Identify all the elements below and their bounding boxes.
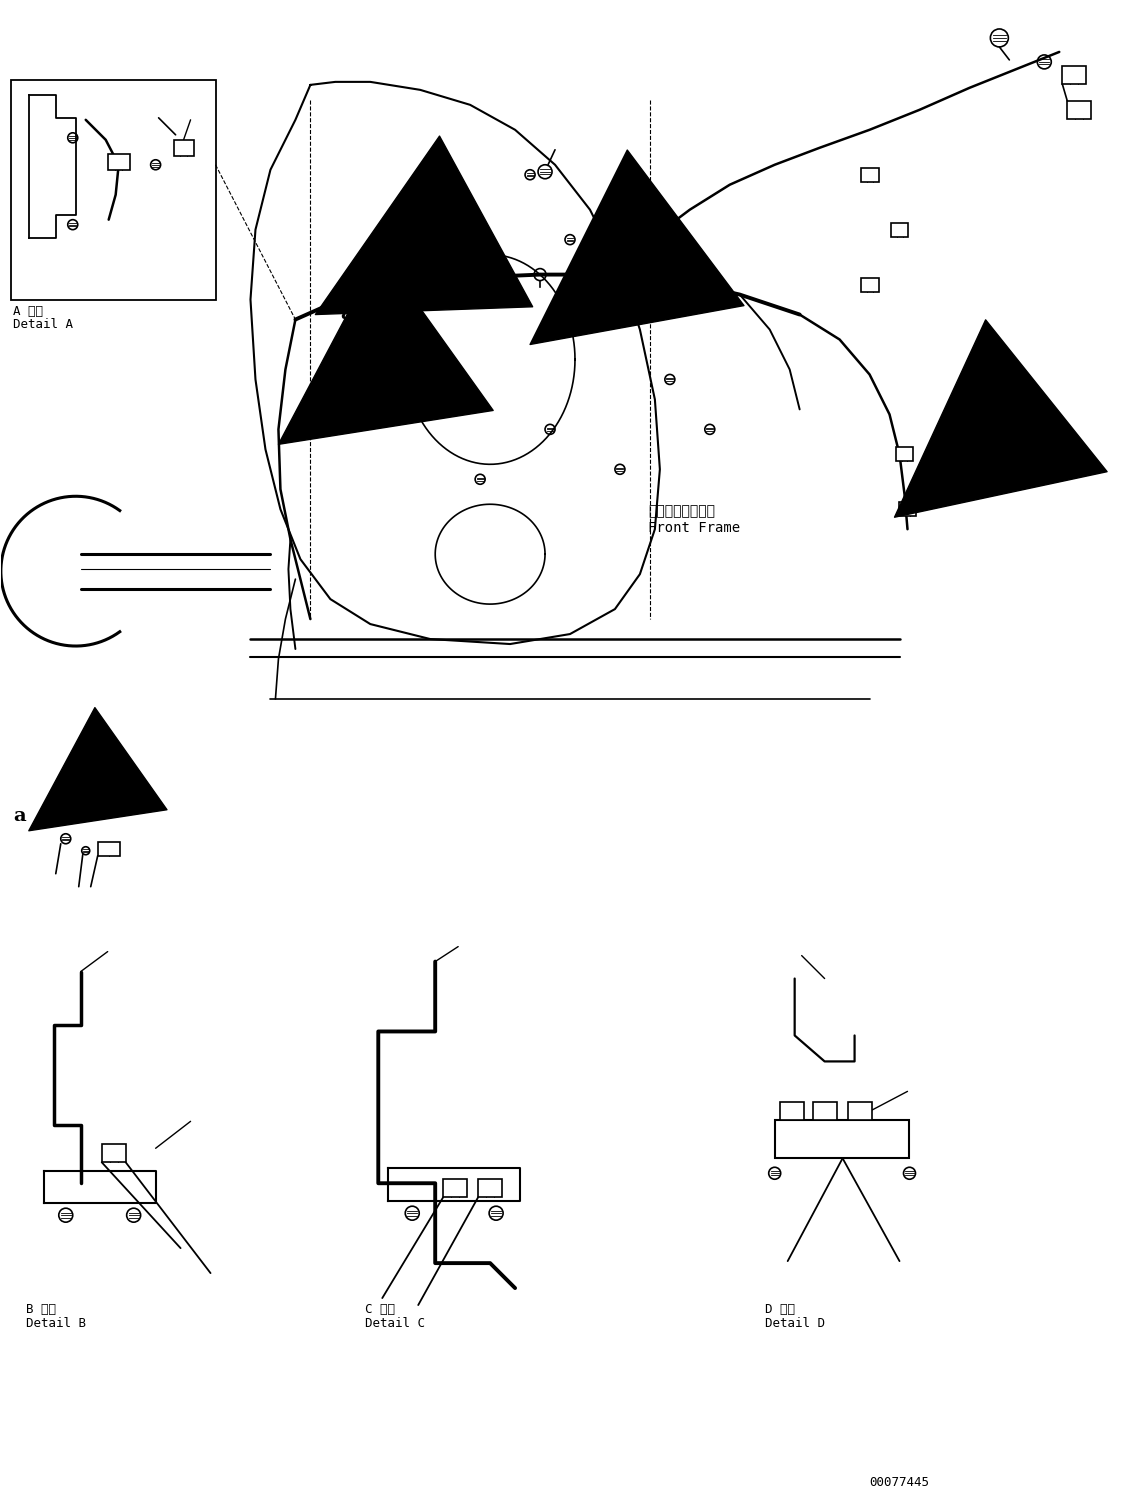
Text: Detail A: Detail A xyxy=(13,318,73,331)
Bar xyxy=(890,222,909,237)
Text: 00077445: 00077445 xyxy=(870,1476,929,1489)
Bar xyxy=(1068,101,1092,119)
Bar xyxy=(861,278,879,291)
Text: Detail D: Detail D xyxy=(765,1317,825,1329)
Text: B 詳細: B 詳細 xyxy=(26,1303,56,1316)
Bar xyxy=(107,154,129,170)
Text: フロントフレーム: フロントフレーム xyxy=(648,504,714,518)
Bar xyxy=(780,1103,804,1120)
Bar xyxy=(174,140,193,155)
Bar xyxy=(1062,66,1086,84)
Bar xyxy=(10,81,216,300)
Text: Front Frame: Front Frame xyxy=(648,521,740,536)
Bar xyxy=(861,167,879,182)
Text: A: A xyxy=(381,272,400,295)
Text: D: D xyxy=(940,479,961,503)
Bar xyxy=(775,1120,910,1158)
Bar xyxy=(898,503,917,516)
Text: C 詳細: C 詳細 xyxy=(366,1303,395,1316)
Text: A 詳細: A 詳細 xyxy=(13,304,42,318)
Text: a: a xyxy=(13,807,25,825)
Bar xyxy=(895,448,913,461)
Bar xyxy=(102,1144,126,1162)
Text: Detail B: Detail B xyxy=(26,1317,86,1329)
Bar xyxy=(97,841,120,856)
Text: a: a xyxy=(341,304,352,322)
Bar xyxy=(848,1103,872,1120)
Text: Detail C: Detail C xyxy=(366,1317,425,1329)
Bar xyxy=(478,1179,502,1197)
Text: B: B xyxy=(328,404,350,428)
Text: C: C xyxy=(580,304,600,328)
Text: D 詳細: D 詳細 xyxy=(765,1303,794,1316)
Bar xyxy=(443,1179,467,1197)
Bar xyxy=(813,1103,837,1120)
